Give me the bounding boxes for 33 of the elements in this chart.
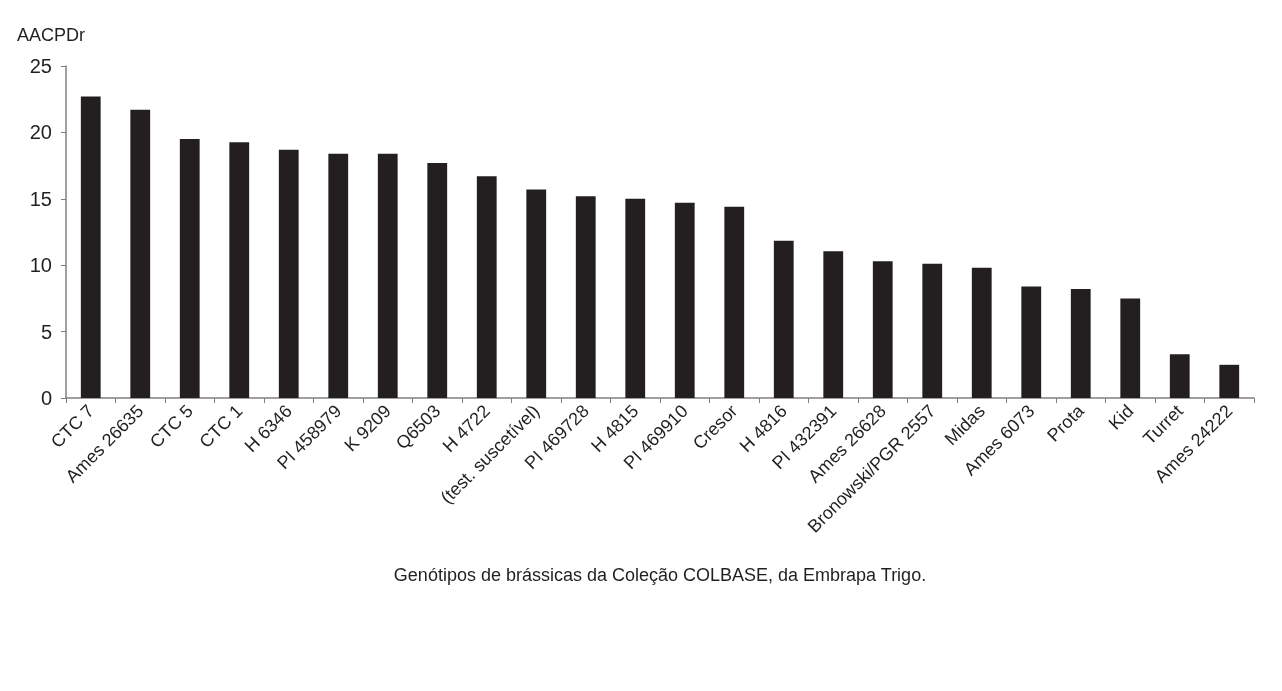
- bar: [1120, 298, 1141, 398]
- y-tick-label: 20: [29, 121, 52, 144]
- bar: [427, 162, 448, 398]
- bar: [1021, 286, 1042, 398]
- bar: [1169, 354, 1190, 398]
- bar: [575, 196, 596, 398]
- bar: [229, 142, 250, 398]
- bar: [526, 189, 547, 398]
- y-tick-label: 5: [40, 320, 52, 343]
- y-tick-label: 10: [29, 254, 52, 277]
- bar: [971, 267, 992, 398]
- bar: [823, 251, 844, 398]
- x-tick-label: Kid: [1104, 400, 1138, 434]
- y-axis-title: AACPDr: [16, 25, 86, 45]
- bar: [80, 96, 101, 398]
- bar: [377, 153, 398, 398]
- bar: [179, 139, 200, 398]
- y-tick-label: 0: [40, 387, 52, 409]
- bar: [1070, 289, 1091, 398]
- x-axis-title: Genótipos de brássicas da Coleção COLBASE, da Embrapa Trigo.: [393, 565, 927, 585]
- y-tick-label: 25: [29, 55, 52, 77]
- bar: [922, 263, 943, 398]
- bar: [872, 261, 893, 398]
- bar: [476, 176, 497, 398]
- bar: [1219, 364, 1240, 398]
- bar: [130, 109, 151, 398]
- bar: [674, 202, 695, 398]
- bar: [625, 198, 646, 398]
- bar: [328, 153, 349, 398]
- bar: [724, 206, 745, 398]
- bar: [773, 240, 794, 398]
- y-tick-label: 15: [29, 187, 52, 210]
- bar: [278, 149, 299, 398]
